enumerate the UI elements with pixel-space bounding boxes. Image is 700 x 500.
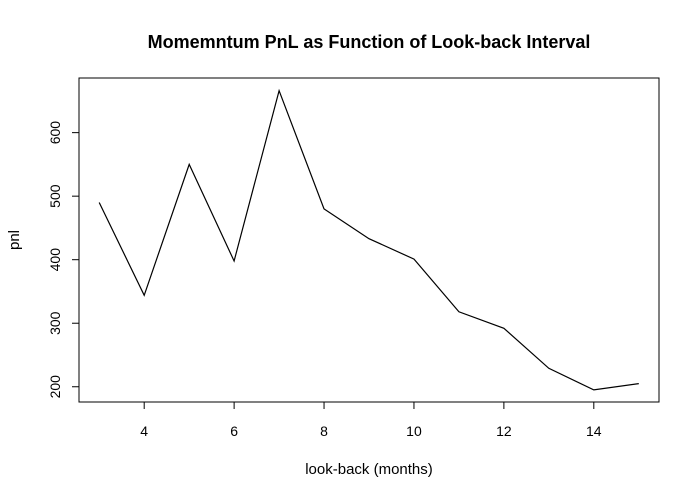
x-axis-label: look-back (months) [305,461,433,478]
x-tick-label: 14 [586,423,602,439]
y-tick-label: 300 [47,311,63,335]
y-axis: 200 300 400 500 600 [47,121,80,399]
y-tick-label: 500 [47,184,63,208]
pnl-series-line [98,88,639,391]
x-tick-label: 4 [140,423,148,439]
x-tick-label: 8 [320,423,328,439]
chart-title: Momemntum PnL as Function of Look-back I… [148,32,591,52]
plot-frame [78,77,660,403]
y-axis-label: pnl [6,230,23,250]
y-tick-label: 200 [47,375,63,399]
x-axis: 4 6 8 10 12 14 [140,401,602,439]
x-tick-label: 10 [406,423,422,439]
x-tick-label: 6 [230,423,238,439]
y-tick-label: 400 [47,248,63,272]
y-tick-label: 600 [47,121,63,145]
x-tick-label: 12 [496,423,512,439]
